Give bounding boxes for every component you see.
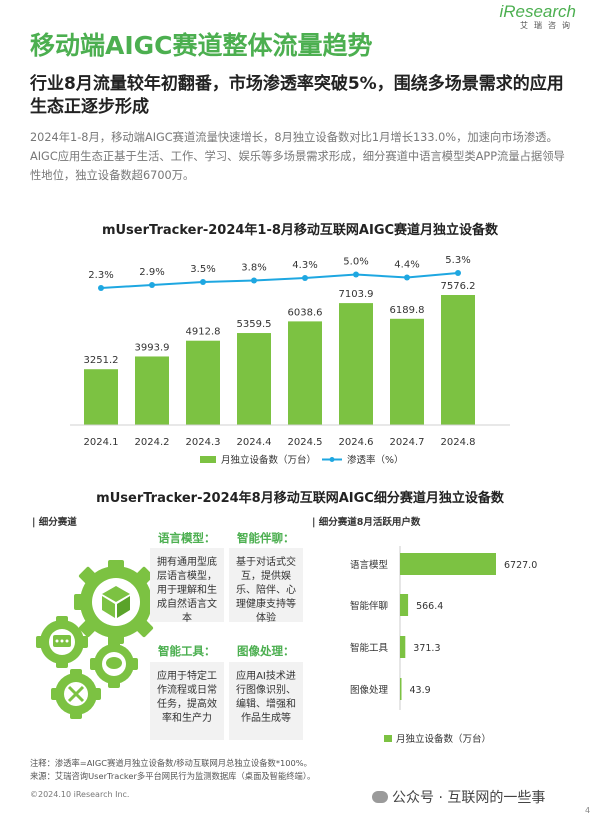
penetration-label: 3.8% [241, 263, 266, 274]
penetration-rate-line [100, 272, 459, 289]
bar-value-label: 3993.9 [135, 342, 170, 353]
copyright: ©2024.10 iResearch Inc. [30, 790, 130, 799]
hbar-value-label: 6727.0 [504, 560, 537, 571]
hbar-2 [400, 636, 406, 658]
bar-value-label: 6189.8 [390, 305, 425, 316]
segment-title-language-model: 语言模型： [158, 531, 216, 545]
footnote-source: 来源：艾瑞咨询UserTracker多平台网民行为监测数据库（桌面及智能终端）。 [30, 771, 316, 781]
active-users-label: | 细分赛道8月活跃用户数 [312, 517, 421, 528]
category-label: 图像处理 [350, 684, 389, 696]
page-title: 移动端AIGC赛道整体流量趋势 [30, 31, 373, 60]
segment-desc-companion-chat: 基于对话式交互，提供娱乐、陪伴、心理健康支持等体验 [229, 548, 303, 624]
hbar-value-label: 566.4 [416, 601, 443, 612]
bar-value-label: 7576.2 [441, 281, 476, 292]
segment-title-companion-chat: 智能伴聊： [237, 531, 295, 545]
wechat-icon [372, 791, 388, 803]
penetration-point [404, 274, 410, 281]
legend-label: 月独立设备数（万台） [396, 733, 491, 745]
x-tick-label: 2024.6 [339, 437, 374, 448]
segments-label: | 细分赛道 [32, 517, 77, 528]
penetration-point [302, 275, 308, 281]
hbar-3 [400, 678, 402, 700]
category-label: 智能伴聊 [350, 600, 388, 612]
segment-desc-language-model: 拥有通用型底层语言模型，用于理解和生成自然语言文本 [150, 548, 224, 624]
monthly-devices-chart: 3251.2 2024.1 3993.9 2024.2 4912.8 2024.3 5359… [70, 255, 510, 466]
penetration-label: 2.3% [88, 270, 113, 281]
segment-desc-smart-tools: 应用于特定工作流程或日常任务，提高效率和生产力 [150, 662, 224, 740]
gears-illustration [36, 560, 158, 719]
segment-desc-image-processing: 应用AI技术进行图像识别、编辑、增强和作品生成等 [229, 662, 303, 740]
bar-2024.1 [84, 369, 118, 425]
bar-2024.4 [237, 333, 271, 425]
x-tick-label: 2024.5 [288, 437, 323, 448]
bar-value-label: 6038.6 [288, 307, 323, 318]
hbar-0 [400, 553, 496, 575]
footnote-definition: 注释：渗透率=AIGC赛道月独立设备数/移动互联网月总独立设备数*100%。 [30, 758, 312, 768]
wechat-watermark: 公众号 · 互联网的一些事 [372, 787, 545, 807]
chart2-title: mUserTracker-2024年8月移动互联网AIGC细分赛道月独立设备数 [96, 491, 504, 506]
footnotes: 注释：渗透率=AIGC赛道月独立设备数/移动互联网月总独立设备数*100%。 来… [30, 757, 315, 783]
legend-swatch [384, 735, 392, 742]
logo-brand: iResearch [499, 2, 576, 21]
summary-paragraph: 2024年1-8月，移动端AIGC赛道流量快速增长，8月独立设备数对比1月增长1… [30, 131, 565, 182]
segment-devices-chart: 语言模型 6727.0 智能伴聊 566.4 智能工具 371.3 图像处理 43.9 月独立设… [350, 546, 537, 745]
chart1-title: mUserTracker-2024年1-8月移动互联网AIGC赛道月独立设备数 [101, 223, 499, 238]
penetration-point [98, 285, 104, 291]
large-gear-icon [74, 560, 158, 644]
bar-value-label: 3251.2 [84, 355, 119, 366]
cube-icon [102, 586, 130, 618]
chat-gear-icon [36, 616, 88, 668]
legend-bar-label: 月独立设备数（万台） [221, 454, 316, 466]
penetration-point [200, 279, 206, 285]
x-tick-label: 2024.2 [135, 437, 170, 448]
penetration-point [353, 271, 359, 278]
bubble-gear-icon [90, 640, 138, 688]
x-tick-label: 2024.7 [390, 437, 425, 448]
penetration-label: 4.3% [292, 260, 317, 271]
penetration-label: 3.5% [190, 264, 215, 275]
bar-2024.5 [288, 321, 322, 425]
legend-line-label: 渗透率（%） [347, 454, 404, 466]
category-label: 智能工具 [350, 642, 389, 654]
active-users-label-text: 细分赛道8月活跃用户数 [318, 517, 421, 528]
bar-2024.8 [441, 295, 475, 425]
segments-label-text: 细分赛道 [38, 517, 77, 528]
page-subtitle: 行业8月流量较年初翻番，市场渗透率突破5%，围绕多场景需求的应用生态正逐步形成 [30, 74, 564, 117]
penetration-point [251, 277, 257, 284]
bar-2024.2 [135, 356, 169, 425]
page-number: 4 [585, 806, 591, 815]
bar-value-label: 5359.5 [237, 319, 272, 330]
hbar-value-label: 43.9 [410, 685, 431, 696]
penetration-point [455, 270, 461, 276]
segment-title-smart-tools: 智能工具： [158, 644, 216, 658]
hbar-1 [400, 594, 409, 616]
iresearch-logo: iResearch 艾瑞咨询 [499, 2, 576, 31]
bar-2024.3 [186, 340, 220, 425]
penetration-point [149, 282, 155, 288]
segment-title-image-processing: 图像处理： [237, 644, 295, 658]
penetration-label: 2.9% [139, 267, 164, 278]
penetration-label: 4.4% [394, 260, 419, 271]
bar-value-label: 4912.8 [186, 327, 221, 338]
hbar-value-label: 371.3 [413, 643, 440, 654]
bar-2024.7 [390, 318, 424, 425]
tools-gear-icon [51, 669, 101, 719]
legend-bar-swatch [200, 456, 216, 463]
x-tick-label: 2024.1 [84, 437, 119, 448]
bar-2024.6 [339, 303, 373, 425]
category-label: 语言模型 [350, 559, 389, 571]
penetration-label: 5.0% [343, 257, 368, 268]
bar-value-label: 7103.9 [339, 289, 374, 300]
logo-sub: 艾瑞咨询 [520, 21, 576, 30]
penetration-label: 5.3% [445, 255, 470, 266]
watermark-text: 公众号 · 互联网的一些事 [392, 790, 546, 806]
x-tick-label: 2024.3 [186, 437, 221, 448]
legend-line-marker [329, 457, 335, 462]
x-tick-label: 2024.4 [237, 437, 272, 448]
x-tick-label: 2024.8 [441, 437, 476, 448]
